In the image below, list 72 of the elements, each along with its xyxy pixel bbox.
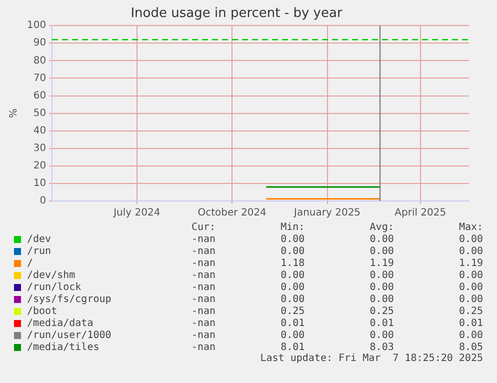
text: -nan	[190, 246, 216, 256]
text: 0.00	[280, 330, 305, 340]
text: 0.25	[368, 306, 394, 316]
text: 0.01	[458, 318, 484, 328]
text: 8.05	[458, 342, 484, 352]
text: 0.00	[458, 282, 484, 292]
legend-label: /dev/shm	[27, 270, 76, 280]
text: 0.00	[458, 234, 484, 244]
x-tick-label: July 2024	[112, 208, 160, 219]
text: -nan	[190, 258, 216, 268]
text: -nan	[190, 270, 216, 280]
text: 1.19	[458, 258, 484, 268]
y-tick-label: 10	[33, 178, 46, 190]
text: 0.01	[280, 318, 305, 328]
legend-label: /sys/fs/cgroup	[27, 294, 112, 304]
text: 0.00	[458, 270, 484, 280]
text: 1.19	[368, 258, 394, 268]
y-tick-label: 30	[33, 142, 46, 154]
text: 0.00	[280, 294, 305, 304]
text: -nan	[190, 306, 216, 316]
text: 0.25	[458, 306, 484, 316]
y-tick-label: 70	[33, 72, 46, 84]
text: 0.00	[368, 282, 394, 292]
text: 1.18	[280, 258, 305, 268]
text: 0.00	[368, 330, 394, 340]
legend-label: /media/data	[27, 318, 94, 328]
text: -nan	[190, 342, 216, 352]
x-tick-label: April 2025	[394, 208, 446, 219]
x-tick-label: January 2025	[292, 208, 361, 219]
legend-label: /dev	[27, 234, 52, 244]
y-tick-label: 80	[33, 55, 46, 66]
chart-title: Inode usage in percent - by year	[130, 6, 343, 22]
text: -nan	[190, 234, 216, 244]
text: Max:	[458, 222, 484, 233]
text: 0.01	[368, 318, 394, 328]
legend-label: /media/tiles	[27, 342, 100, 352]
legend-label: /run/lock	[27, 282, 82, 292]
text: Avg:	[368, 222, 394, 233]
text: 0.00	[458, 294, 484, 304]
y-axis-title: %	[8, 108, 20, 118]
x-tick-label: October 2024	[198, 208, 266, 219]
text: 0.25	[280, 306, 305, 316]
y-tick-label: 20	[33, 160, 46, 172]
y-tick-label: 0	[40, 196, 46, 207]
text: 0.00	[280, 270, 305, 280]
text: 0.00	[368, 246, 394, 256]
text: Last update: Fri Mar 7 18:25:20 2025	[259, 353, 483, 364]
y-tick-label: 50	[33, 108, 46, 119]
y-tick-label: 90	[33, 38, 46, 49]
legend-label: /	[27, 258, 34, 268]
text: 0.00	[280, 282, 305, 292]
text: 0.00	[368, 234, 394, 244]
legend-label: /run/user/1000	[27, 330, 112, 340]
text: -nan	[190, 318, 216, 328]
y-tick-label: 100	[26, 20, 46, 32]
legend-label: /run	[27, 246, 52, 256]
text: 8.01	[280, 342, 305, 352]
legend-label: /boot	[27, 306, 58, 316]
text: 0.00	[368, 270, 394, 280]
text: 0.00	[458, 246, 484, 256]
text: 0.00	[280, 246, 305, 256]
text: 0.00	[368, 294, 394, 304]
text: 8.03	[368, 342, 394, 352]
text: Min:	[280, 222, 305, 233]
text: Cur:	[190, 222, 216, 233]
y-tick-label: 40	[33, 125, 46, 136]
text: -nan	[190, 294, 216, 304]
y-tick-label: 60	[33, 90, 46, 102]
text: 0.00	[458, 330, 484, 340]
text: -nan	[190, 330, 216, 340]
text: -nan	[190, 282, 216, 292]
text: 0.00	[280, 234, 305, 244]
